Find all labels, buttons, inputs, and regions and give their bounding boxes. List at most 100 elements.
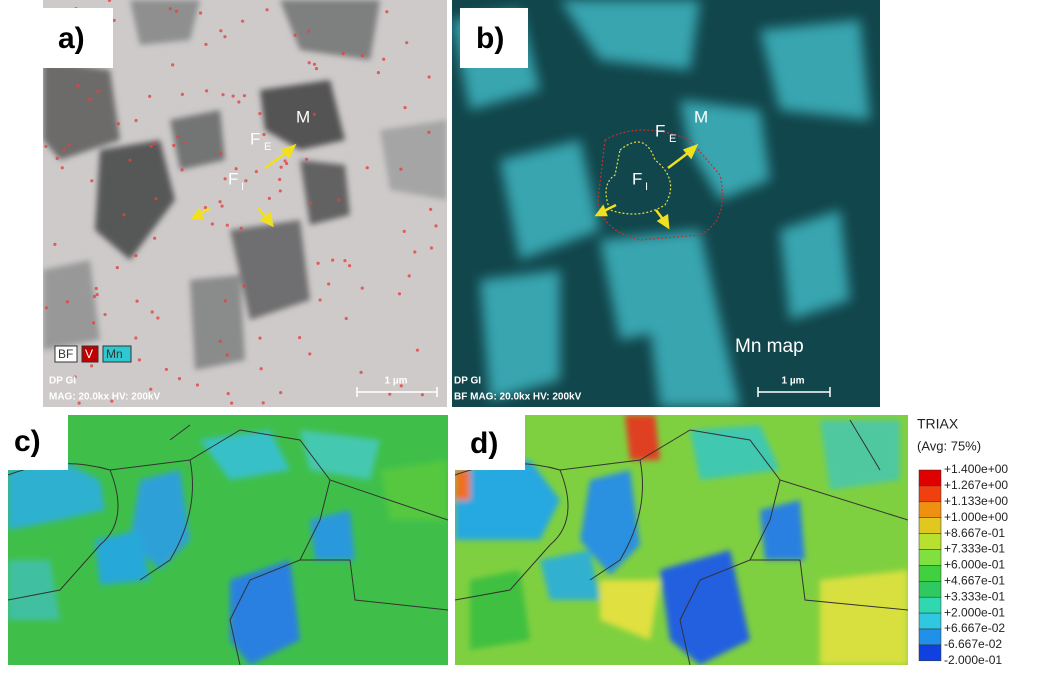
precipitate-dot <box>96 293 99 296</box>
precipitate-dot <box>183 141 186 144</box>
precipitate-dot <box>135 300 138 303</box>
precipitate-dot <box>165 368 168 371</box>
precipitate-dot <box>226 353 229 356</box>
map-label: Mn map <box>735 336 804 357</box>
precipitate-dot <box>434 224 437 227</box>
precipitate-dot <box>53 243 56 246</box>
precipitate-dot <box>128 159 131 162</box>
precipitate-dot <box>219 29 222 32</box>
panel-label: b) <box>476 22 504 55</box>
colorbar-swatch <box>919 565 941 581</box>
precipitate-dot <box>382 58 385 61</box>
colorbar-title: TRIAX <box>917 416 959 432</box>
precipitate-dot <box>204 43 207 46</box>
colorbar-swatch <box>919 518 941 534</box>
region-label-sub: E <box>264 141 271 153</box>
info-text: BF MAG: 20.0kx HV: 200kV <box>454 392 582 403</box>
precipitate-dot <box>45 306 48 309</box>
precipitate-dot <box>278 178 281 181</box>
precipitate-dot <box>242 284 245 287</box>
legend-entry: Mn <box>106 347 123 361</box>
precipitate-dot <box>219 340 222 343</box>
precipitate-dot <box>67 143 70 146</box>
precipitate-dot <box>398 292 401 295</box>
precipitate-dot <box>337 199 340 202</box>
colorbar-label: +8.667e-01 <box>944 526 1005 540</box>
legend-entry: V <box>85 347 93 361</box>
precipitate-dot <box>403 230 406 233</box>
precipitate-dot <box>345 317 348 320</box>
region-label: M <box>296 107 310 126</box>
precipitate-dot <box>399 168 402 171</box>
precipitate-dot <box>327 282 330 285</box>
precipitate-dot <box>405 41 408 44</box>
colorbar-label: +1.267e+00 <box>944 478 1008 492</box>
precipitate-dot <box>153 142 156 145</box>
panel-label: c) <box>14 425 41 458</box>
precipitate-dot <box>319 298 322 301</box>
precipitate-dot <box>403 106 406 109</box>
precipitate-dot <box>95 287 98 290</box>
colorbar-swatch <box>919 550 941 566</box>
precipitate-dot <box>243 94 246 97</box>
precipitate-dot <box>227 392 230 395</box>
colorbar-label: +1.400e+00 <box>944 462 1008 476</box>
precipitate-dot <box>176 135 179 138</box>
precipitate-dot <box>116 266 119 269</box>
info-text: DP GI <box>49 376 76 387</box>
precipitate-dot <box>56 157 59 160</box>
colorbar-swatch <box>919 534 941 550</box>
precipitate-dot <box>138 358 141 361</box>
region-label: F <box>228 169 238 188</box>
precipitate-dot <box>134 336 137 339</box>
precipitate-dot <box>151 310 154 313</box>
panel-c-image <box>8 415 448 665</box>
precipitate-dot <box>205 89 208 92</box>
info-text: MAG: 20.0kx HV: 200kV <box>49 392 160 403</box>
precipitate-dot <box>172 144 175 147</box>
precipitate-dot <box>237 100 240 103</box>
precipitate-dot <box>219 152 222 155</box>
precipitate-dot <box>224 299 227 302</box>
precipitate-dot <box>377 71 380 74</box>
colorbar-label: +1.000e+00 <box>944 510 1008 524</box>
colorbar-label: +1.133e+00 <box>944 494 1008 508</box>
precipitate-dot <box>258 112 261 115</box>
panel-d-image <box>455 415 908 665</box>
precipitate-dot <box>92 321 95 324</box>
precipitate-dot <box>342 52 345 55</box>
precipitate-dot <box>244 179 247 182</box>
precipitate-dot <box>153 237 156 240</box>
precipitate-dot <box>169 7 172 10</box>
precipitate-dot <box>240 227 243 230</box>
precipitate-dot <box>361 286 364 289</box>
precipitate-dot <box>293 34 296 37</box>
precipitate-dot <box>366 166 369 169</box>
colorbar-swatch <box>919 486 941 502</box>
precipitate-dot <box>313 63 316 66</box>
precipitate-dot <box>331 259 334 262</box>
precipitate-dot <box>96 90 99 93</box>
precipitate-dot <box>307 30 310 33</box>
region-label-sub: I <box>645 181 648 193</box>
precipitate-dot <box>279 189 282 192</box>
precipitate-dot <box>428 75 431 78</box>
colorbar-swatch <box>919 470 941 486</box>
colorbar-label: +6.000e-01 <box>944 558 1005 572</box>
precipitate-dot <box>180 168 183 171</box>
precipitate-dot <box>283 159 286 162</box>
precipitate-dot <box>175 10 178 13</box>
precipitate-dot <box>150 145 153 148</box>
precipitate-dot <box>280 166 283 169</box>
colorbar-swatch <box>919 581 941 597</box>
precipitate-dot <box>156 316 159 319</box>
precipitate-dot <box>134 254 137 257</box>
precipitate-dot <box>309 201 312 204</box>
precipitate-dot <box>268 197 271 200</box>
precipitate-dot <box>62 149 65 152</box>
precipitate-dot <box>61 166 64 169</box>
precipitate-dot <box>90 179 93 182</box>
precipitate-dot <box>262 401 265 404</box>
precipitate-dot <box>93 295 96 298</box>
precipitate-dot <box>199 11 202 14</box>
